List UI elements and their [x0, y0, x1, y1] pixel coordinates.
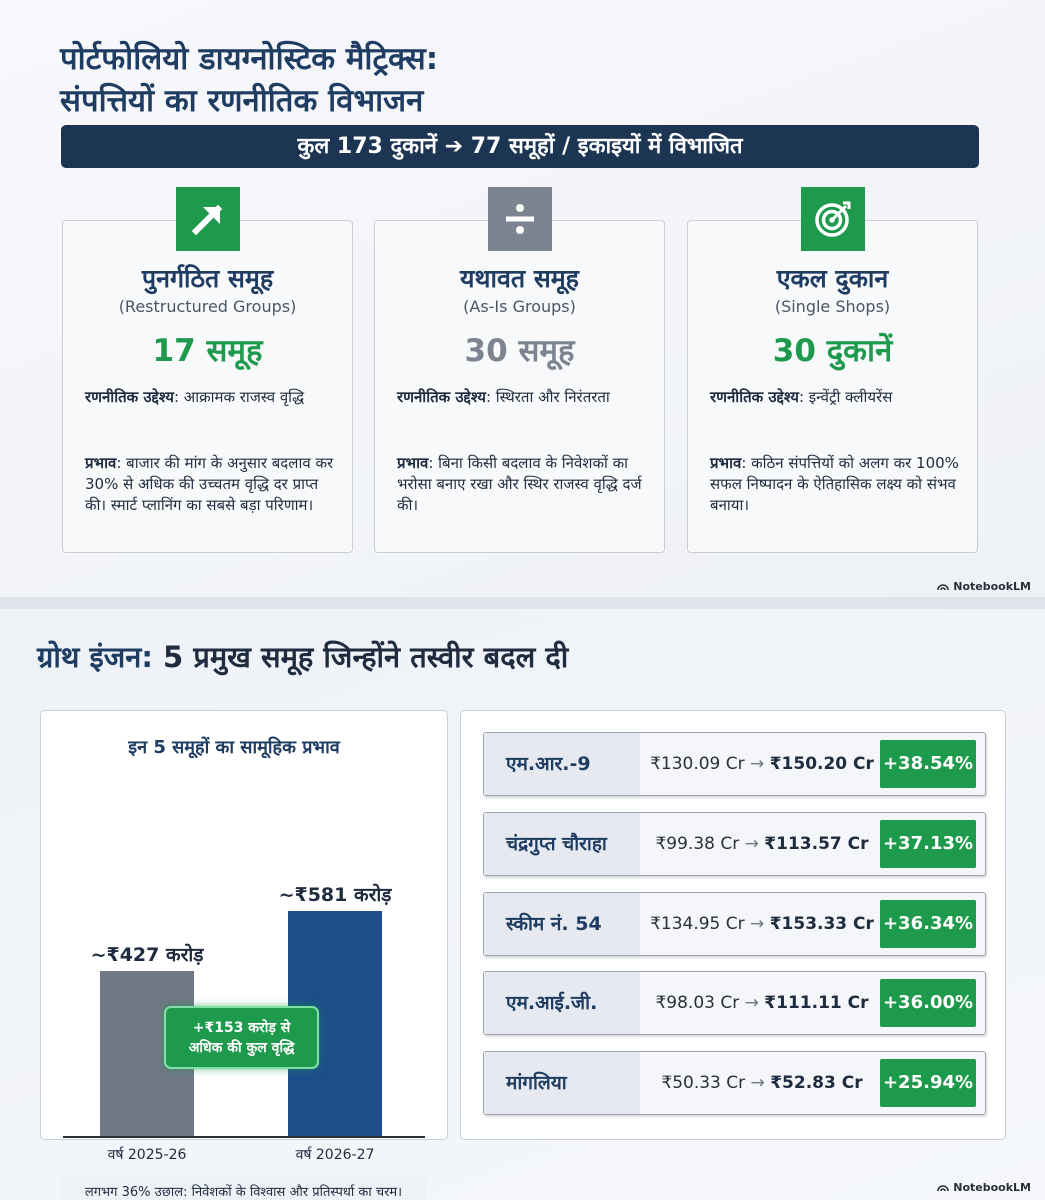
- category-label: वर्ष 2026-27: [295, 1147, 375, 1163]
- brand-watermark: NotebookLM: [937, 580, 1031, 593]
- chart-axis: [63, 1136, 425, 1138]
- revenue-to: ₹52.83 Cr: [770, 1073, 863, 1093]
- notebooklm-logo-icon: [937, 584, 950, 591]
- growth-percent-badge: +25.94%: [880, 1059, 976, 1107]
- card-count: 17 समूह: [152, 333, 263, 369]
- card-subtitle: (Single Shops): [774, 297, 891, 316]
- revenue-from: ₹50.33 Cr: [661, 1073, 746, 1093]
- revenue-change: ₹130.09 Cr → ₹150.20 Cr: [646, 733, 878, 795]
- card-subtitle: (As-Is Groups): [463, 297, 576, 316]
- card-impact: प्रभाव: बाजार की मांग के अनुसार बदलाव कर…: [85, 453, 334, 516]
- impact-label: प्रभाव: [85, 454, 117, 472]
- group-row: एम.आई.जी. ₹98.03 Cr → ₹111.11 Cr +36.00%: [483, 971, 986, 1035]
- card-impact: प्रभाव: बिना किसी बदलाव के निवेशकों का भ…: [397, 453, 646, 516]
- revenue-to: ₹113.57 Cr: [764, 834, 869, 854]
- growth-line-1: +₹153 करोड़ से: [192, 1020, 291, 1036]
- revenue-to: ₹111.11 Cr: [764, 993, 869, 1013]
- brand-watermark: NotebookLM: [937, 1181, 1031, 1194]
- objective-text: : स्थिरता और निरंतरता: [485, 388, 610, 406]
- revenue-change: ₹98.03 Cr → ₹111.11 Cr: [646, 972, 878, 1034]
- objective-label: रणनीतिक उद्देश्य: [710, 388, 799, 406]
- card-subtitle: (Restructured Groups): [118, 297, 297, 316]
- revenue-to: ₹153.33 Cr: [769, 914, 874, 934]
- impact-text: : बाजार की मांग के अनुसार बदलाव कर 30% स…: [85, 454, 334, 514]
- card-title: एकल दुकान: [776, 264, 889, 293]
- arrow-icon: →: [744, 993, 759, 1013]
- card-objective: रणनीतिक उद्देश्य: स्थिरता और निरंतरता: [397, 387, 646, 408]
- chart-note: लगभग 36% उछाल: निवेशकों के विश्वास और प्…: [61, 1177, 426, 1200]
- title-accent: ग्रोथ इंजन:: [37, 640, 153, 674]
- group-row: मांगलिया ₹50.33 Cr → ₹52.83 Cr +25.94%: [483, 1051, 986, 1115]
- growth-badge: +₹153 करोड़ से अधिक की कुल वृद्धि: [164, 1006, 319, 1069]
- arrow-up-right-icon: [175, 187, 240, 251]
- title-line-1: पोर्टफोलियो डायग्नोस्टिक मैट्रिक्स:: [60, 41, 439, 77]
- growth-line-2: अधिक की कुल वृद्धि: [188, 1040, 295, 1056]
- revenue-from: ₹98.03 Cr: [655, 993, 740, 1013]
- group-name: मांगलिया: [484, 1052, 640, 1114]
- growth-percent-badge: +38.54%: [880, 740, 976, 788]
- revenue-change: ₹50.33 Cr → ₹52.83 Cr: [646, 1052, 878, 1114]
- brand-name: NotebookLM: [953, 580, 1031, 593]
- impact-label: प्रभाव: [710, 454, 742, 472]
- arrow-icon: →: [750, 754, 765, 774]
- top-groups-panel: एम.आर.-9 ₹130.09 Cr → ₹150.20 Cr +38.54% चं…: [460, 710, 1006, 1140]
- group-row: चंद्रगुप्त चौराहा ₹99.38 Cr → ₹113.57 Cr +…: [483, 812, 986, 876]
- arrow-icon: →: [750, 1073, 765, 1093]
- arrow-icon: →: [744, 834, 759, 854]
- card-title: यथावत समूह: [460, 264, 579, 293]
- impact-text: : कठिन संपत्तियों को अलग कर 100% सफल निष…: [710, 454, 959, 514]
- target-icon: [800, 187, 865, 251]
- chart-title: इन 5 समूहों का सामूहिक प्रभाव: [128, 737, 340, 758]
- notebooklm-logo-icon: [937, 1185, 950, 1192]
- card-count: 30 समूह: [464, 333, 575, 369]
- objective-label: रणनीतिक उद्देश्य: [397, 388, 486, 406]
- card-impact: प्रभाव: कठिन संपत्तियों को अलग कर 100% स…: [710, 453, 959, 516]
- divide-icon: [487, 187, 552, 251]
- collective-impact-panel: इन 5 समूहों का सामूहिक प्रभाव ~₹427 करोड…: [40, 710, 448, 1200]
- card-count: 30 दुकानें: [772, 333, 893, 369]
- revenue-change: ₹134.95 Cr → ₹153.33 Cr: [646, 893, 878, 955]
- growth-percent-badge: +37.13%: [880, 820, 976, 868]
- card-as-is-groups: यथावत समूह (As-Is Groups) 30 समूह रणनीति…: [374, 187, 665, 553]
- revenue-from: ₹99.38 Cr: [655, 834, 740, 854]
- card-objective: रणनीतिक उद्देश्य: आक्रामक राजस्व वृद्धि: [85, 387, 334, 408]
- objective-text: : इन्वेंट्री क्लीयरेंस: [798, 388, 893, 406]
- impact-text: : बिना किसी बदलाव के निवेशकों का भरोसा ब…: [397, 454, 642, 514]
- card-title: पुनर्गठित समूह: [141, 264, 274, 293]
- title-rest: 5 प्रमुख समूह जिन्होंने तस्वीर बदल दी: [152, 640, 569, 674]
- objective-text: : आक्रामक राजस्व वृद्धि: [173, 388, 305, 406]
- card-restructured-groups: पुनर्गठित समूह (Restructured Groups) 17 …: [62, 187, 353, 553]
- title-line-2: संपत्तियों का रणनीतिक विभाजन: [60, 83, 424, 119]
- group-name: चंद्रगुप्त चौराहा: [484, 813, 640, 875]
- growth-percent-badge: +36.34%: [880, 900, 976, 948]
- group-name: स्कीम नं. 54: [484, 893, 640, 955]
- revenue-from: ₹134.95 Cr: [650, 914, 745, 934]
- impact-label: प्रभाव: [397, 454, 429, 472]
- page-title: पोर्टफोलियो डायग्नोस्टिक मैट्रिक्स: संपत…: [60, 38, 438, 122]
- slide-growth-engine: ग्रोथ इंजन: 5 प्रमुख समूह जिन्होंने तस्व…: [0, 609, 1045, 1200]
- page-title: ग्रोथ इंजन: 5 प्रमुख समूह जिन्होंने तस्व…: [37, 637, 568, 676]
- slide-portfolio-matrix: पोर्टफोलियो डायग्नोस्टिक मैट्रिक्स: संपत…: [0, 0, 1045, 597]
- group-row: स्कीम नं. 54 ₹134.95 Cr → ₹153.33 Cr +36.3…: [483, 892, 986, 956]
- objective-label: रणनीतिक उद्देश्य: [85, 388, 174, 406]
- summary-banner: कुल 173 दुकानें ➔ 77 समूहों / इकाइयों मे…: [61, 125, 979, 168]
- growth-percent-badge: +36.00%: [880, 979, 976, 1027]
- category-label: वर्ष 2025-26: [107, 1147, 187, 1163]
- group-row: एम.आर.-9 ₹130.09 Cr → ₹150.20 Cr +38.54%: [483, 732, 986, 796]
- revenue-to: ₹150.20 Cr: [769, 754, 874, 774]
- group-name: एम.आर.-9: [484, 733, 640, 795]
- bar-value-label: ~₹581 करोड़: [278, 884, 392, 906]
- bar-value-label: ~₹427 करोड़: [90, 943, 204, 966]
- card-objective: रणनीतिक उद्देश्य: इन्वेंट्री क्लीयरेंस: [710, 387, 959, 408]
- card-single-shops: एकल दुकान (Single Shops) 30 दुकानें रणनी…: [687, 187, 978, 553]
- brand-name: NotebookLM: [953, 1181, 1031, 1194]
- revenue-from: ₹130.09 Cr: [650, 754, 745, 774]
- group-name: एम.आई.जी.: [484, 972, 640, 1034]
- revenue-change: ₹99.38 Cr → ₹113.57 Cr: [646, 813, 878, 875]
- arrow-icon: →: [750, 914, 765, 934]
